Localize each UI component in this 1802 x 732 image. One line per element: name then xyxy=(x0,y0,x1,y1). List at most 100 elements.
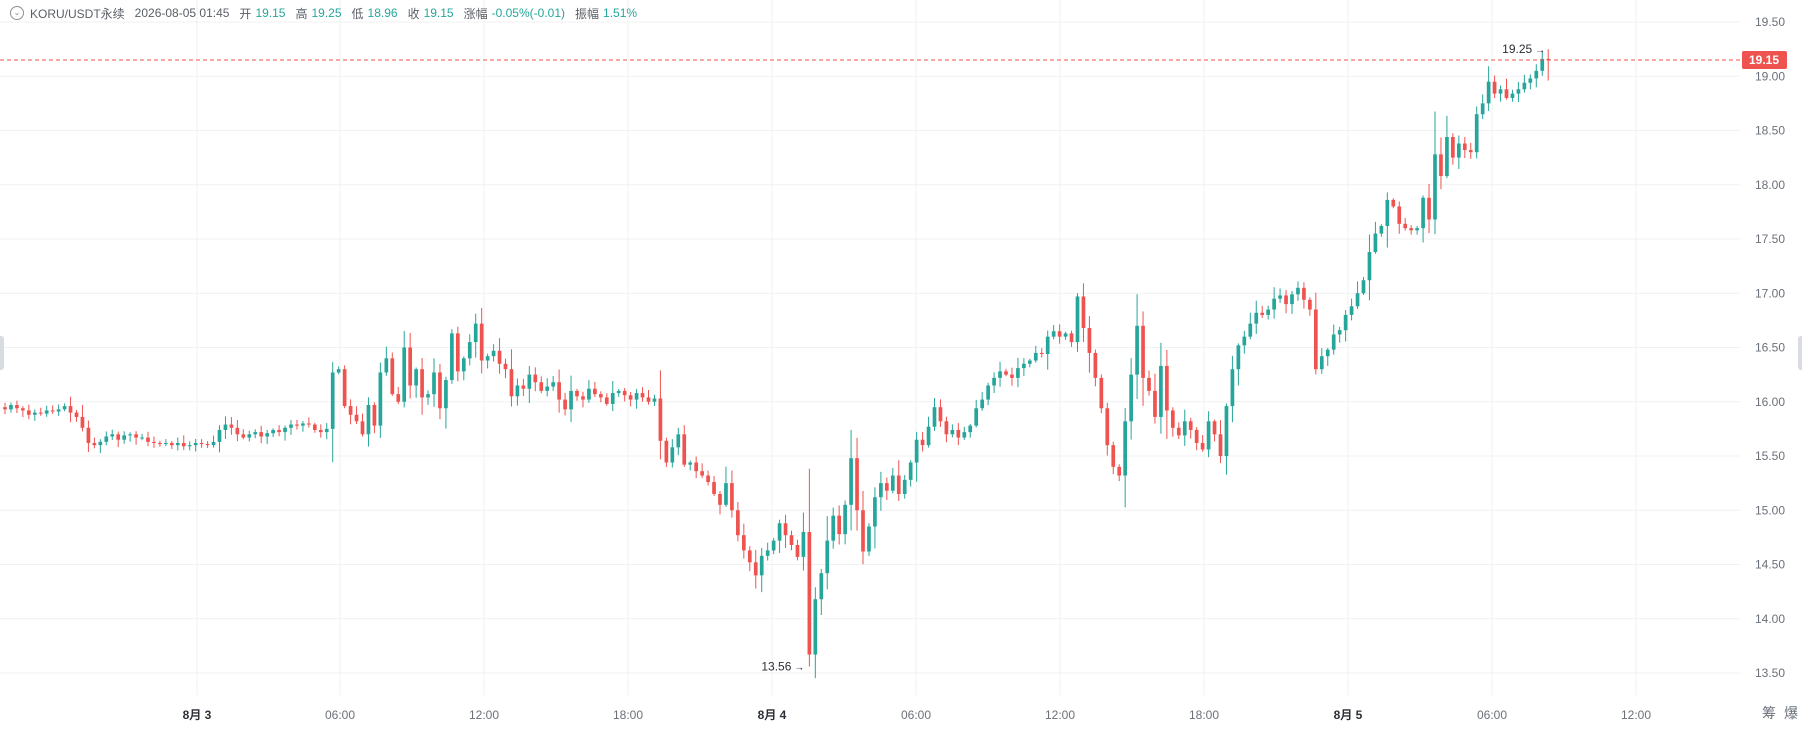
candle xyxy=(1433,111,1437,235)
candle-body xyxy=(569,390,573,410)
candle-body xyxy=(348,406,353,415)
candle xyxy=(777,519,782,553)
candle xyxy=(879,471,883,511)
x-axis: 8月 3 06:00 12:00 18:00 8月 4 06:00 12:00 18:00 8月… xyxy=(183,708,1652,722)
candle-body xyxy=(1391,199,1396,207)
candle-body xyxy=(712,482,716,494)
chip-bao[interactable]: 爆 xyxy=(1784,705,1802,721)
candle xyxy=(134,431,138,445)
candle-body xyxy=(1016,368,1020,378)
y-tick-label: 19.00 xyxy=(1755,69,1785,83)
change-label: 涨幅 xyxy=(463,6,488,21)
candle-body xyxy=(873,497,877,527)
candle xyxy=(1045,330,1050,370)
candle xyxy=(438,363,442,420)
candle-body xyxy=(1117,466,1122,476)
candle xyxy=(1319,348,1324,374)
candle xyxy=(1290,290,1294,314)
left-panel-toggle[interactable] xyxy=(0,336,4,370)
candle-body xyxy=(1451,137,1455,158)
candle xyxy=(1415,226,1419,235)
candle xyxy=(1534,64,1539,88)
candle xyxy=(1313,292,1318,375)
candle-body xyxy=(497,350,502,364)
candle xyxy=(628,391,633,407)
chip-chou[interactable]: 筹 xyxy=(1762,705,1784,721)
candle-body xyxy=(211,441,216,446)
candle-body xyxy=(1361,280,1366,294)
candle xyxy=(21,406,25,418)
candle-body xyxy=(1022,363,1026,369)
candle xyxy=(1206,411,1211,458)
candle xyxy=(855,437,859,531)
candle-body xyxy=(199,442,204,445)
y-tick-label: 16.00 xyxy=(1755,395,1785,409)
candle-body xyxy=(444,380,448,409)
candle-body xyxy=(1188,421,1193,430)
candle xyxy=(712,475,716,496)
candle-body xyxy=(1212,421,1217,435)
candle xyxy=(706,470,710,486)
candle-body xyxy=(1290,294,1294,305)
candle-body xyxy=(1355,293,1360,307)
candle xyxy=(1504,78,1509,100)
chevron-down-icon[interactable]: ⌄ xyxy=(10,6,24,20)
candle-body xyxy=(378,372,383,426)
candle xyxy=(1010,367,1014,386)
candle xyxy=(557,369,561,413)
candle-body xyxy=(962,432,967,438)
amplitude-label: 振幅 xyxy=(575,6,600,21)
candle-body xyxy=(1343,314,1348,331)
candle-body xyxy=(658,398,663,441)
candle xyxy=(1159,342,1163,434)
candle-body xyxy=(390,358,395,395)
x-tick-label: 12:00 xyxy=(1045,708,1075,722)
candle xyxy=(9,402,13,413)
candle xyxy=(1325,348,1330,366)
candle xyxy=(1498,85,1503,102)
candle-body xyxy=(1439,154,1443,177)
candle xyxy=(736,501,740,542)
candle-body xyxy=(56,409,61,412)
candle-body xyxy=(307,423,311,425)
candle-body xyxy=(330,372,335,429)
candle xyxy=(730,470,734,518)
candle-body xyxy=(843,504,847,535)
y-tick-label: 16.50 xyxy=(1755,341,1785,355)
candle-body xyxy=(676,434,681,448)
candle xyxy=(211,435,216,448)
candle xyxy=(1039,348,1044,358)
candle-body xyxy=(1367,252,1372,281)
candle xyxy=(390,352,395,396)
candle-body xyxy=(360,421,365,435)
candle xyxy=(1236,343,1241,386)
candle-body xyxy=(789,535,794,545)
candle xyxy=(354,406,359,425)
candle-body xyxy=(771,540,776,551)
x-tick-label: 8月 5 xyxy=(1334,708,1363,722)
candle xyxy=(1451,133,1455,165)
high-label: 高 xyxy=(295,6,308,21)
candle-body xyxy=(366,405,371,435)
candle-body xyxy=(831,515,836,541)
candle-body xyxy=(1415,228,1419,231)
candle xyxy=(378,362,383,438)
candle xyxy=(1081,283,1086,342)
grid xyxy=(0,0,1740,695)
candle-body xyxy=(1165,365,1169,411)
candle xyxy=(164,439,168,447)
candle-body xyxy=(1522,82,1527,90)
candle xyxy=(503,358,508,379)
candle xyxy=(247,430,252,442)
candle xyxy=(461,356,466,381)
candle xyxy=(50,405,55,414)
candle xyxy=(682,425,687,467)
candle-body xyxy=(289,424,293,428)
candle-body xyxy=(1456,143,1461,158)
candle-body xyxy=(1379,225,1384,234)
candle xyxy=(1129,358,1133,440)
right-panel-toggle[interactable] xyxy=(1798,336,1802,370)
candle-body xyxy=(384,358,389,373)
